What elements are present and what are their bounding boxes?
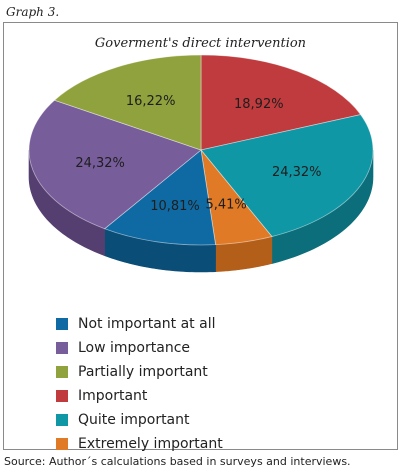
data-label-partially-important: 16,22% <box>126 94 176 109</box>
legend-swatch <box>56 390 68 402</box>
legend-swatch <box>56 414 68 426</box>
pie-data-labels: 18,92% 24,32% 5,41% 10,81% 24,32% 16,22% <box>75 94 321 214</box>
pie-slice-partially-important <box>53 54 202 151</box>
legend-item-quite-important: Quite important <box>56 408 223 432</box>
legend-item-extremely-important: Extremely important <box>56 432 223 456</box>
graph-label: Graph 3. <box>6 5 60 19</box>
legend-swatch <box>56 438 68 450</box>
legend-swatch <box>56 366 68 378</box>
chart-title: Goverment's direct intervention <box>94 36 307 51</box>
legend-label: Quite important <box>78 412 190 428</box>
legend-item-not-important-at-all: Not important at all <box>56 312 223 336</box>
legend-swatch <box>56 342 68 354</box>
legend-item-partially-important: Partially important <box>56 360 223 384</box>
legend-label: Partially important <box>78 364 208 380</box>
data-label-low-importance: 24,32% <box>75 156 125 171</box>
legend-swatch <box>56 318 68 330</box>
legend-label: Not important at all <box>78 316 216 332</box>
pie-slices <box>28 54 374 246</box>
data-label-not-important-at-all: 10,81% <box>150 199 200 214</box>
pie-slice-important <box>200 54 362 151</box>
pie-slice-quite-important <box>200 114 374 238</box>
legend-label: Extremely important <box>78 436 223 452</box>
data-label-extremely-important: 5,41% <box>205 197 246 212</box>
legend-item-important: Important <box>56 384 223 408</box>
pie-slice-low-importance <box>28 99 202 230</box>
data-label-important: 18,92% <box>234 97 284 112</box>
data-label-quite-important: 24,32% <box>272 165 322 180</box>
legend: Not important at all Low importance Partia… <box>56 312 223 456</box>
pie-side-walls <box>28 149 374 273</box>
source-note: Source: Author´s calculations based in s… <box>4 455 351 468</box>
legend-label: Important <box>78 388 148 404</box>
legend-item-low-importance: Low importance <box>56 336 223 360</box>
pie-slice-not-important-at-all <box>103 149 217 246</box>
legend-label: Low importance <box>78 340 191 356</box>
